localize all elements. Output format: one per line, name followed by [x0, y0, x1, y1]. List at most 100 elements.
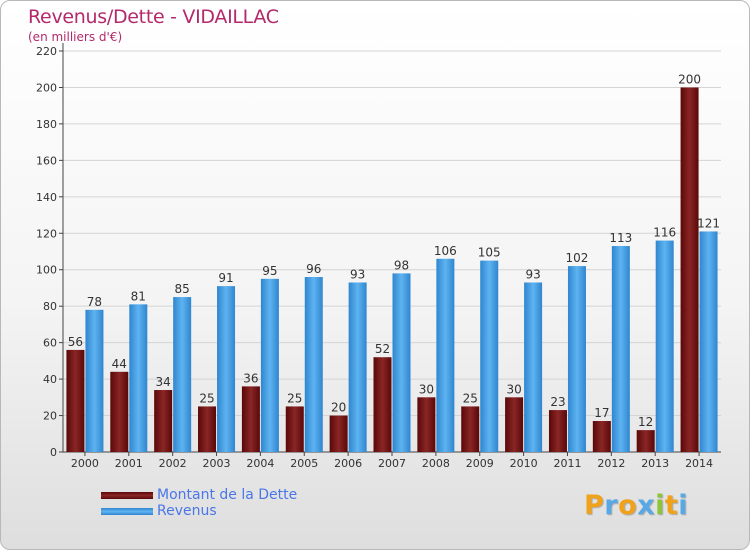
data-label-revenus: 105: [478, 246, 501, 260]
x-tick-label: 2004: [246, 457, 274, 470]
y-tick-label: 120: [36, 227, 57, 240]
logo-letter: t: [664, 490, 679, 521]
chart-title: Revenus/Dette - VIDAILLAC: [28, 6, 279, 28]
y-tick-label: 140: [36, 191, 57, 204]
legend-swatch-revenus: [101, 507, 153, 515]
x-tick-label: 2003: [203, 457, 231, 470]
y-tick-label: 220: [36, 45, 57, 58]
data-label-debt: 23: [550, 395, 565, 409]
data-label-debt: 200: [678, 72, 701, 86]
bar-debt: [680, 87, 699, 453]
data-label-revenus: 91: [218, 271, 233, 285]
data-label-debt: 36: [243, 371, 258, 385]
data-label-debt: 30: [506, 382, 521, 396]
data-label-revenus: 85: [175, 282, 190, 296]
bar-debt: [110, 371, 129, 452]
y-tick-label: 100: [36, 264, 57, 277]
bar-revenus: [348, 282, 367, 452]
data-label-revenus: 78: [87, 295, 102, 309]
y-tick-label: 200: [36, 81, 57, 94]
bar-revenus: [85, 309, 104, 452]
data-label-revenus: 95: [262, 264, 277, 278]
bar-revenus: [436, 258, 455, 452]
logo-letter: o: [618, 490, 638, 521]
bar-debt: [241, 386, 260, 452]
y-tick-label: 0: [50, 446, 57, 459]
legend-swatch-debt: [101, 491, 153, 499]
bar-revenus: [173, 297, 192, 452]
y-tick-label: 80: [43, 300, 57, 313]
logo-letter: i: [678, 490, 689, 521]
x-tick-label: 2007: [378, 457, 406, 470]
x-tick-label: 2009: [466, 457, 494, 470]
x-tick-label: 2000: [71, 457, 99, 470]
legend: Montant de la Dette Revenus: [101, 487, 297, 519]
data-label-debt: 25: [199, 391, 214, 405]
x-tick-label: 2005: [290, 457, 318, 470]
bar-revenus: [524, 282, 543, 452]
bar-debt: [285, 406, 304, 452]
data-label-debt: 56: [68, 335, 83, 349]
grid: [63, 50, 721, 417]
x-tick-label: 2001: [115, 457, 143, 470]
axes: 0 20 40 60 80 100 120 140 160 180 200 220 2000 2001 20…: [36, 43, 721, 470]
chart-subtitle: (en milliers d'€): [28, 30, 123, 44]
bar-debt: [154, 390, 173, 452]
data-label-revenus: 113: [609, 231, 632, 245]
y-tick-label: 60: [43, 337, 57, 350]
bar-revenus: [129, 304, 148, 452]
bar-revenus: [611, 246, 630, 452]
logo-letter: x: [637, 490, 656, 521]
data-label-debt: 30: [419, 382, 434, 396]
logo-letter: i: [655, 490, 665, 521]
data-label-revenus: 116: [653, 226, 676, 240]
data-label-revenus: 81: [131, 289, 146, 303]
y-tick-label: 20: [43, 410, 57, 423]
bar-revenus: [392, 273, 411, 452]
legend-label-revenus: Revenus: [157, 503, 217, 519]
legend-item-debt: Montant de la Dette: [101, 487, 297, 503]
legend-label-debt: Montant de la Dette: [157, 487, 298, 503]
y-tick-label: 180: [36, 118, 57, 131]
bar-debt: [329, 415, 348, 452]
bars: [66, 87, 718, 453]
data-label-debt: 17: [594, 406, 609, 420]
x-tick-label: 2008: [422, 457, 450, 470]
bar-revenus: [655, 240, 674, 452]
bar-debt: [505, 397, 524, 452]
bar-revenus: [567, 266, 586, 452]
bar-debt: [373, 357, 392, 452]
logo-letter: r: [604, 490, 619, 521]
bar-debt: [592, 421, 611, 452]
data-labels: 56 78 44 81 34 85 25 91 36 95 25 96 20 93 52 98 30 106 25 1…: [68, 72, 720, 429]
x-tick-label: 2014: [685, 457, 713, 470]
bar-debt: [198, 406, 217, 452]
data-label-debt: 25: [287, 391, 302, 405]
bar-revenus: [217, 286, 236, 452]
data-label-revenus: 102: [566, 251, 589, 265]
legend-item-revenus: Revenus: [101, 503, 297, 519]
y-tick-label: 160: [36, 154, 57, 167]
bar-debt: [636, 430, 655, 452]
bar-debt: [417, 397, 436, 452]
data-label-revenus: 93: [525, 267, 540, 281]
bar-revenus: [699, 231, 718, 452]
data-label-revenus: 98: [394, 258, 409, 272]
data-label-debt: 12: [638, 415, 653, 429]
data-label-debt: 25: [463, 391, 478, 405]
data-label-debt: 34: [156, 375, 171, 389]
bar-revenus: [304, 277, 323, 452]
bar-revenus: [480, 260, 499, 452]
data-label-revenus: 121: [697, 216, 720, 230]
bar-revenus: [260, 278, 279, 452]
x-tick-label: 2002: [159, 457, 187, 470]
proxiti-logo: Proxiti: [584, 490, 688, 521]
data-label-revenus: 106: [434, 244, 457, 258]
y-tick-label: 40: [43, 373, 57, 386]
x-tick-label: 2012: [597, 457, 625, 470]
bar-debt: [66, 349, 85, 452]
data-label-debt: 52: [375, 342, 390, 356]
data-label-revenus: 93: [350, 267, 365, 281]
